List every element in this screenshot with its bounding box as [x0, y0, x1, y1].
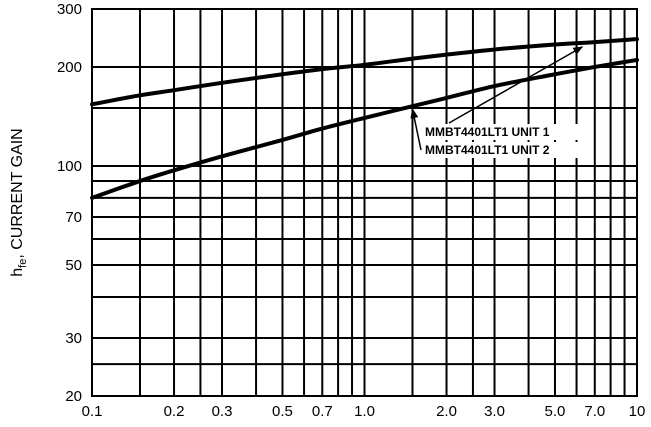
x-tick-label: 0.5: [272, 403, 293, 420]
series-line-unit-2: [90, 57, 639, 200]
series-line-unit-1: [90, 37, 639, 107]
x-tick-label: 1.0: [354, 403, 375, 420]
annotation-label: MMBT4401LT1 UNIT 2: [425, 143, 550, 157]
y-tick-label: 200: [57, 59, 82, 76]
x-tick-label: 10: [629, 403, 646, 420]
annotation-label: MMBT4401LT1 UNIT 1: [425, 125, 550, 139]
x-tick-label: 3.0: [484, 403, 505, 420]
y-tick-label: 30: [65, 330, 82, 347]
x-tick-label: 0.1: [82, 403, 103, 420]
x-tick-label: 0.2: [164, 403, 185, 420]
x-tick-label: 5.0: [545, 403, 566, 420]
x-tick-label: 0.7: [312, 403, 333, 420]
x-tick-label: 7.0: [584, 403, 605, 420]
series-layer: [90, 37, 639, 200]
annotations: MMBT4401LT1 UNIT 1 MMBT4401LT1 UNIT 2: [410, 46, 584, 158]
y-tick-label: 300: [57, 1, 82, 18]
x-tick-labels: 0.1 0.2 0.3 0.5 0.7 1.0 2.0 3.0 5.0 7.0 10: [82, 403, 646, 420]
y-tick-label: 50: [65, 257, 82, 274]
y-tick-label: 20: [65, 388, 82, 405]
y-axis-label-rest: , CURRENT GAIN: [9, 128, 26, 258]
grid-lines: [92, 9, 637, 396]
y-tick-labels: 20 30 50 70 100 200 300: [57, 1, 82, 405]
y-tick-label: 100: [57, 158, 82, 175]
x-tick-label: 2.0: [436, 403, 457, 420]
y-axis-label-main: h: [9, 268, 26, 277]
annotation-arrow: [448, 46, 584, 124]
annotation-background: [422, 124, 579, 140]
annotation-background: [422, 142, 579, 158]
plot-frame: [91, 8, 638, 397]
y-axis-label: hfe, CURRENT GAIN: [9, 128, 29, 276]
x-tick-label: 0.3: [212, 403, 233, 420]
annotation-arrow: [410, 108, 422, 151]
y-tick-label: 70: [65, 209, 82, 226]
y-axis-label-subscript: fe: [17, 259, 29, 268]
